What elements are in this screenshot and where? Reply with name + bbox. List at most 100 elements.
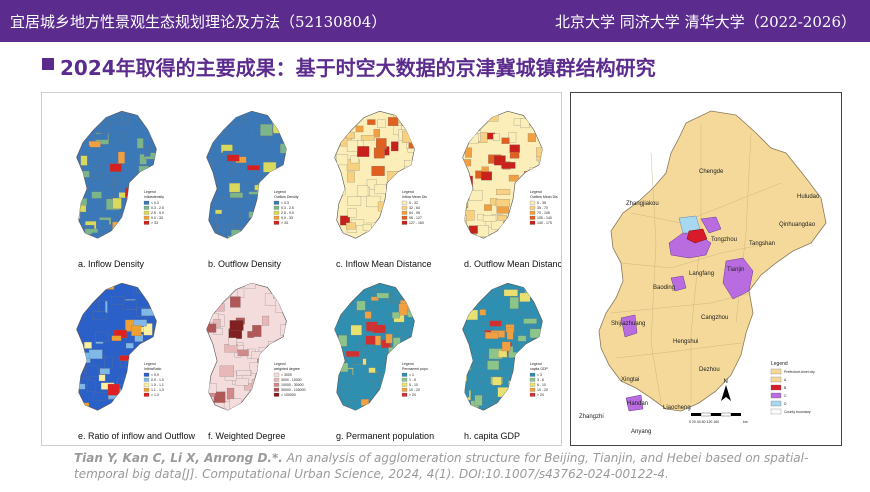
citation-authors: Tian Y, Kan C, Li X, Anrong D.*.	[74, 451, 283, 465]
legend-item: 0 - 32	[409, 201, 418, 205]
legend-swatch	[529, 372, 536, 377]
legend-swatch	[401, 372, 408, 377]
city-label: Qinhuangdao	[779, 222, 816, 228]
map-label: h. capita GDP	[464, 431, 520, 441]
legend-subtitle: capita GDP	[530, 367, 549, 371]
legend-swatch	[143, 372, 150, 377]
legend-item: 64 - 95	[409, 211, 420, 215]
legend-swatch	[273, 205, 280, 210]
legend-swatch	[529, 200, 536, 205]
structure-map-panel: Chengde Zhangjiakou Huludao Qinhuangdao Tong…	[570, 92, 842, 446]
legend-swatch	[529, 377, 536, 382]
legend-item: > 33	[151, 221, 158, 225]
legend-subtitle: Outflow Mean Dis	[530, 195, 558, 199]
bullet-square-icon	[42, 58, 54, 70]
legend-swatch	[770, 384, 782, 391]
legend-swatch	[401, 392, 408, 397]
legend-swatch	[770, 408, 782, 415]
legend-swatch	[529, 387, 536, 392]
legend-swatch	[143, 210, 150, 215]
legend-item: < 1	[409, 373, 414, 377]
legend-item: Prefecture-level city	[784, 370, 815, 374]
legend-title: Legend	[144, 190, 156, 194]
legend-swatch	[529, 382, 536, 387]
legend-item: 3000 - 10000	[281, 378, 302, 382]
region-shape	[598, 110, 827, 412]
city-label: Shijiazhuang	[611, 321, 645, 327]
map-grid-panel: Legend inflowdensity < 0.3 0.3 - 2.5 2.5 - 9…	[41, 92, 567, 446]
legend-title: Legend	[402, 190, 414, 194]
legend-item: < 0.9	[151, 373, 159, 377]
city-label: Anyang	[631, 429, 651, 435]
legend-item: 2.5 - 9.0	[151, 211, 164, 215]
legend-swatch	[529, 392, 536, 397]
city-label: Tongzhou	[711, 237, 737, 243]
city-label: Zhangzhi	[579, 414, 604, 420]
city-label: Huludao	[797, 194, 820, 200]
legend-swatch	[273, 387, 280, 392]
map-label: e. Ratio of inflow and Outflow	[78, 431, 196, 441]
legend-title: Legend	[530, 362, 542, 366]
legend-item: 0.3 - 2.5	[151, 206, 164, 210]
legend-swatch	[273, 210, 280, 215]
legend-swatch	[529, 215, 536, 220]
legend-item: 1.1 - 1.3	[151, 388, 164, 392]
legend-swatch	[143, 205, 150, 210]
zone-c-handan	[625, 394, 644, 412]
legend-swatch	[401, 210, 408, 215]
legend-swatch	[401, 387, 408, 392]
legend-item: 140 - 175	[537, 221, 552, 225]
legend-swatch	[401, 205, 408, 210]
legend-item: > 20	[537, 393, 544, 397]
legend-item: 10 - 20	[537, 388, 548, 392]
legend-swatch	[401, 200, 408, 205]
citation: Tian Y, Kan C, Li X, Anrong D.*. An anal…	[74, 450, 844, 482]
legend-item: 9.0 - 33	[281, 216, 293, 220]
legend-item: 1.0 - 1.1	[151, 383, 164, 387]
structure-legend-title: Legend	[771, 361, 788, 367]
zone-b-core	[686, 228, 708, 244]
legend-swatch	[529, 205, 536, 210]
institutions-title: 北京大学 同济大学 清华大学（2022-2026）	[555, 13, 856, 31]
legend-swatch	[273, 382, 280, 387]
city-label: Tianjin	[727, 267, 744, 273]
legend-item: 10 - 20	[409, 388, 420, 392]
city-label: Hengshui	[673, 339, 698, 345]
map-label: f. Weighted Degree	[208, 431, 285, 441]
legend-swatch	[401, 382, 408, 387]
project-title: 宜居城乡地方性景观生态规划理论及方法（52130804）	[10, 13, 387, 31]
north-arrow-icon: N	[721, 379, 731, 401]
legend-swatch	[770, 400, 782, 407]
legend-swatch	[143, 220, 150, 225]
legend-item: < 3	[537, 373, 542, 377]
legend-swatch	[273, 372, 280, 377]
map-label: b. Outflow Density	[208, 259, 282, 269]
legend-subtitle: Inflow Mean Dis	[402, 195, 427, 199]
legend-item: 105 - 140	[537, 216, 552, 220]
legend-item: 70 - 105	[537, 211, 550, 215]
scale-bar: 0 20 40 80 120 160 km	[689, 412, 748, 424]
map-label: c. Inflow Mean Distance	[336, 259, 432, 269]
city-label: Dezhou	[699, 367, 720, 373]
city-label: Liaocheng	[663, 405, 691, 411]
map-label: g. Permanent population	[336, 431, 434, 441]
map-region-shape	[206, 110, 287, 239]
legend-item: 1 - 5	[409, 378, 416, 382]
legend-item: A	[784, 378, 787, 382]
header-bar: 宜居城乡地方性景观生态规划理论及方法（52130804） 北京大学 同济大学 清…	[0, 0, 870, 42]
legend-swatch	[770, 376, 782, 383]
legend-swatch	[529, 220, 536, 225]
legend-subtitle: InflowRatio	[144, 367, 161, 371]
legend-swatch	[273, 377, 280, 382]
